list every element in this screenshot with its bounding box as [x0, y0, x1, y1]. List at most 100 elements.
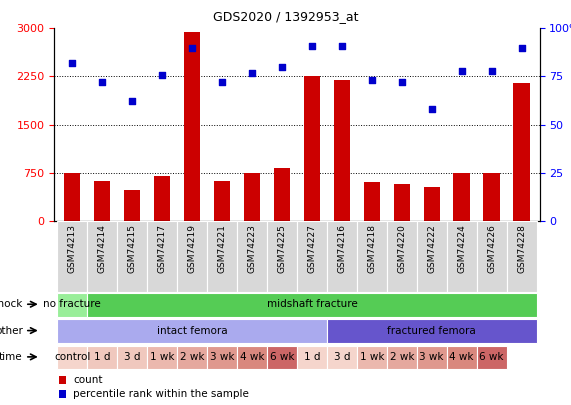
- Bar: [393, 183, 410, 221]
- Text: 1 wk: 1 wk: [360, 352, 384, 362]
- Bar: [417, 221, 447, 292]
- Bar: [447, 345, 477, 369]
- Text: 3 wk: 3 wk: [420, 352, 444, 362]
- Text: GSM74225: GSM74225: [278, 224, 287, 273]
- Text: GSM74220: GSM74220: [397, 224, 407, 273]
- Bar: [147, 345, 177, 369]
- Bar: [513, 83, 530, 221]
- Text: 1 wk: 1 wk: [150, 352, 174, 362]
- Text: GSM74217: GSM74217: [158, 224, 167, 273]
- Point: [427, 106, 436, 113]
- Text: GSM74222: GSM74222: [427, 224, 436, 273]
- Bar: [297, 345, 327, 369]
- Bar: [424, 188, 440, 221]
- Point: [307, 43, 316, 49]
- Bar: [214, 181, 230, 221]
- Bar: [237, 221, 267, 292]
- Bar: [453, 173, 470, 221]
- Bar: [417, 345, 447, 369]
- Bar: [484, 173, 500, 221]
- Point: [98, 79, 107, 85]
- Text: 3 wk: 3 wk: [210, 352, 234, 362]
- Text: GDS2020 / 1392953_at: GDS2020 / 1392953_at: [213, 10, 358, 23]
- Text: GSM74213: GSM74213: [68, 224, 77, 273]
- Bar: [274, 168, 290, 221]
- Bar: [207, 345, 237, 369]
- Text: 6 wk: 6 wk: [270, 352, 294, 362]
- Text: GSM74227: GSM74227: [307, 224, 316, 273]
- Bar: [477, 221, 506, 292]
- Point: [367, 77, 376, 83]
- Text: 4 wk: 4 wk: [449, 352, 474, 362]
- Point: [517, 44, 526, 51]
- Text: 1 d: 1 d: [304, 352, 320, 362]
- Bar: [387, 221, 417, 292]
- Bar: [59, 376, 66, 384]
- Text: GSM74214: GSM74214: [98, 224, 107, 273]
- Bar: [357, 221, 387, 292]
- Point: [158, 71, 167, 78]
- Bar: [177, 345, 207, 369]
- Bar: [506, 221, 537, 292]
- Bar: [357, 345, 387, 369]
- Bar: [207, 221, 237, 292]
- Bar: [57, 319, 327, 343]
- Bar: [304, 77, 320, 221]
- Bar: [64, 173, 81, 221]
- Bar: [117, 345, 147, 369]
- Text: 3 d: 3 d: [333, 352, 350, 362]
- Text: other: other: [0, 326, 23, 336]
- Bar: [154, 176, 170, 221]
- Point: [247, 69, 256, 76]
- Text: midshaft fracture: midshaft fracture: [267, 299, 357, 309]
- Text: 2 wk: 2 wk: [389, 352, 414, 362]
- Point: [487, 68, 496, 74]
- Bar: [333, 80, 350, 221]
- Bar: [94, 181, 110, 221]
- Bar: [364, 182, 380, 221]
- Text: GSM74223: GSM74223: [247, 224, 256, 273]
- Bar: [57, 221, 87, 292]
- Bar: [57, 345, 87, 369]
- Text: 3 d: 3 d: [124, 352, 140, 362]
- Bar: [59, 390, 66, 399]
- Bar: [177, 221, 207, 292]
- Bar: [267, 345, 297, 369]
- Text: GSM74228: GSM74228: [517, 224, 526, 273]
- Bar: [267, 221, 297, 292]
- Text: GSM74219: GSM74219: [187, 224, 196, 273]
- Text: 4 wk: 4 wk: [240, 352, 264, 362]
- Bar: [87, 221, 117, 292]
- Text: control: control: [54, 352, 90, 362]
- Point: [187, 44, 196, 51]
- Text: count: count: [73, 375, 103, 385]
- Bar: [244, 173, 260, 221]
- Bar: [327, 221, 357, 292]
- Point: [278, 64, 287, 70]
- Text: fractured femora: fractured femora: [387, 326, 476, 336]
- Text: shock: shock: [0, 299, 23, 309]
- Bar: [237, 345, 267, 369]
- Point: [397, 79, 407, 85]
- Text: GSM74226: GSM74226: [487, 224, 496, 273]
- Point: [337, 43, 347, 49]
- Point: [127, 98, 136, 104]
- Text: GSM74218: GSM74218: [367, 224, 376, 273]
- Bar: [327, 319, 537, 343]
- Text: GSM74216: GSM74216: [337, 224, 347, 273]
- Point: [457, 68, 467, 74]
- Text: GSM74215: GSM74215: [128, 224, 136, 273]
- Text: intact femora: intact femora: [157, 326, 227, 336]
- Text: no fracture: no fracture: [43, 299, 101, 309]
- Text: 1 d: 1 d: [94, 352, 110, 362]
- Bar: [124, 190, 140, 221]
- Bar: [447, 221, 477, 292]
- Bar: [297, 221, 327, 292]
- Text: 2 wk: 2 wk: [180, 352, 204, 362]
- Text: 6 wk: 6 wk: [480, 352, 504, 362]
- Point: [218, 79, 227, 85]
- Bar: [117, 221, 147, 292]
- Bar: [327, 345, 357, 369]
- Text: percentile rank within the sample: percentile rank within the sample: [73, 389, 250, 399]
- Bar: [147, 221, 177, 292]
